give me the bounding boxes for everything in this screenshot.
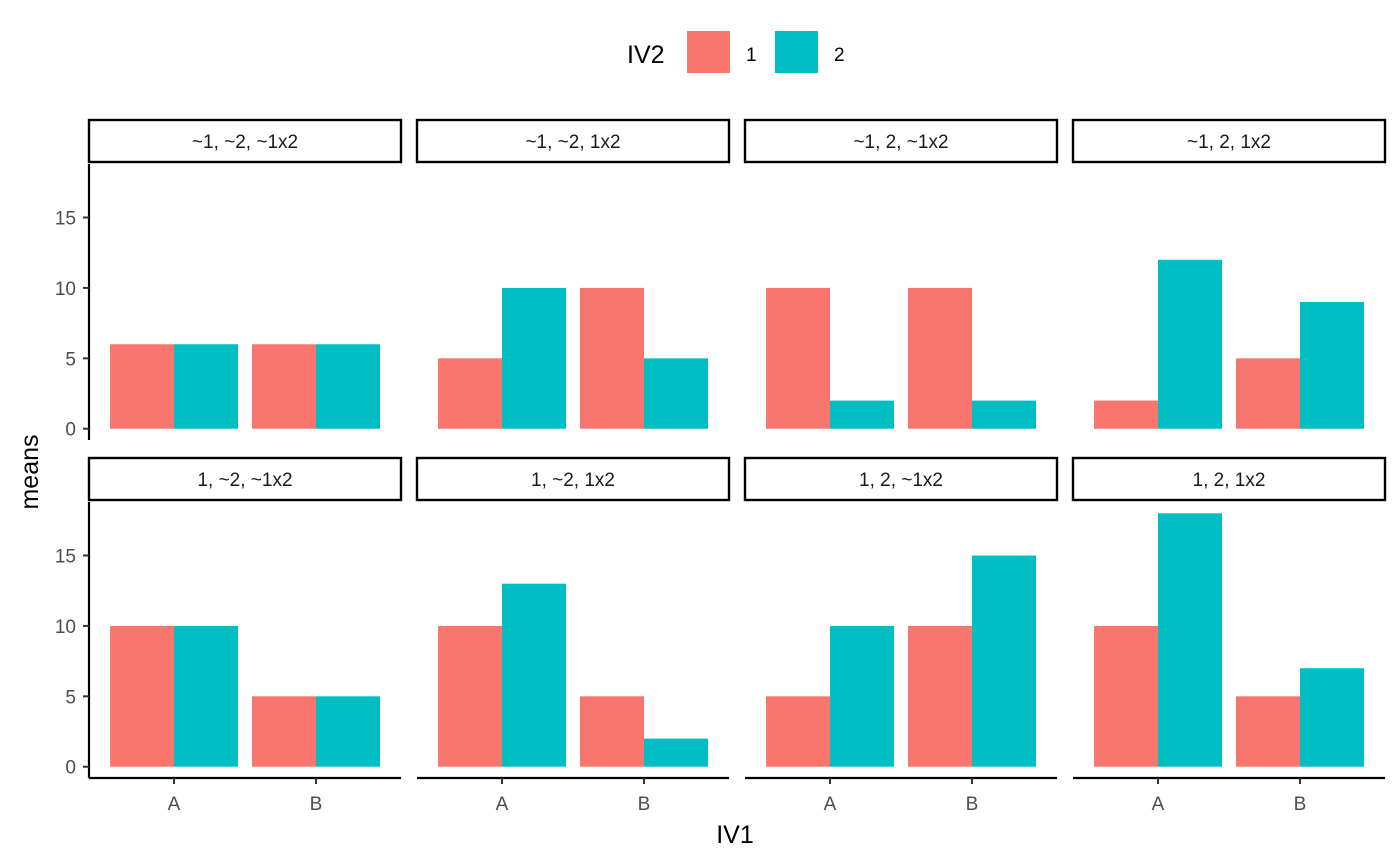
facet-title: ~1, 2, 1x2 xyxy=(1187,132,1271,153)
x-tick-label: B xyxy=(638,794,651,815)
y-tick-label: 0 xyxy=(65,758,76,779)
legend-label-1: 1 xyxy=(746,45,757,66)
bar xyxy=(252,344,316,429)
x-axis-title: IV1 xyxy=(716,821,754,849)
bar xyxy=(1300,302,1364,429)
bar xyxy=(1236,696,1300,767)
facet-panel: ~1, ~2, 1x2 xyxy=(415,118,731,429)
bar xyxy=(580,287,644,429)
facet-title: 1, 2, 1x2 xyxy=(1193,470,1266,491)
bar xyxy=(1158,513,1222,767)
y-axis-title: means xyxy=(16,434,44,509)
facet-strip xyxy=(743,456,1059,502)
bar xyxy=(438,358,502,429)
y-tick-label: 10 xyxy=(55,279,76,300)
facet-strip xyxy=(743,118,1059,164)
bar xyxy=(438,625,502,767)
bar xyxy=(644,738,708,767)
bar xyxy=(830,400,894,429)
facet-title: 1, 2, ~1x2 xyxy=(859,470,943,491)
x-tick-label: A xyxy=(496,794,509,815)
y-tick-label: 15 xyxy=(55,209,76,230)
legend-swatch-2 xyxy=(775,31,818,73)
bar xyxy=(908,287,972,429)
facet-strip xyxy=(415,456,731,502)
bar xyxy=(110,344,174,429)
bar xyxy=(174,625,238,767)
bar xyxy=(644,358,708,429)
bar xyxy=(830,625,894,767)
x-tick-label: A xyxy=(1152,794,1165,815)
legend-label-2: 2 xyxy=(834,45,845,66)
bar xyxy=(766,696,830,767)
bar xyxy=(174,344,238,429)
y-tick-label: 0 xyxy=(65,420,76,441)
facet-panel: ~1, 2, 1x2 xyxy=(1071,118,1387,429)
facet-title: ~1, 2, ~1x2 xyxy=(853,132,948,153)
facet-panel: 1, ~2, 1x2 A B xyxy=(415,456,731,815)
bar xyxy=(580,696,644,767)
facet-strip xyxy=(1071,456,1387,502)
legend-title: IV2 xyxy=(627,41,665,69)
bar xyxy=(766,287,830,429)
facet-title: 1, ~2, 1x2 xyxy=(531,470,615,491)
facet-strip xyxy=(415,118,731,164)
facet-title: ~1, ~2, 1x2 xyxy=(525,132,620,153)
y-tick-label: 15 xyxy=(55,547,76,568)
facet-panel: 1, 2, ~1x2 A B xyxy=(743,456,1059,815)
bar xyxy=(908,625,972,767)
facet-title: 1, ~2, ~1x2 xyxy=(197,470,292,491)
y-tick-label: 5 xyxy=(65,687,76,708)
bar xyxy=(1236,358,1300,429)
facet-panel: ~1, ~2, ~1x2 0 5 10 15 xyxy=(55,118,403,441)
bar xyxy=(502,583,566,767)
x-tick-label: B xyxy=(310,794,323,815)
bar xyxy=(110,625,174,767)
facet-panel: 1, 2, 1x2 A B xyxy=(1071,456,1387,815)
bar xyxy=(316,696,380,767)
x-tick-label: A xyxy=(824,794,837,815)
facet-title: ~1, ~2, ~1x2 xyxy=(192,132,298,153)
facet-strip xyxy=(1071,118,1387,164)
facet-strip xyxy=(87,118,403,164)
bar xyxy=(1158,259,1222,429)
legend: IV2 1 2 xyxy=(627,31,845,73)
x-tick-label: A xyxy=(168,794,181,815)
facet-panel: 1, ~2, ~1x2 0 5 10 15 A B xyxy=(55,456,403,815)
bar xyxy=(1094,625,1158,767)
facet-panel: ~1, 2, ~1x2 xyxy=(743,118,1059,429)
legend-swatch-1 xyxy=(687,31,730,73)
bar xyxy=(1094,400,1158,429)
bar xyxy=(972,400,1036,429)
bar xyxy=(972,555,1036,767)
x-tick-label: B xyxy=(1294,794,1307,815)
bar xyxy=(252,696,316,767)
y-tick-label: 10 xyxy=(55,617,76,638)
bar xyxy=(316,344,380,429)
bar xyxy=(502,287,566,429)
facet-panels: ~1, ~2, ~1x2 0 5 10 15 ~1, ~2, 1x2 ~1, 2, ~1x2… xyxy=(55,118,1387,815)
x-tick-label: B xyxy=(966,794,979,815)
facet-strip xyxy=(87,456,403,502)
y-tick-label: 5 xyxy=(65,349,76,370)
bar xyxy=(1300,668,1364,767)
